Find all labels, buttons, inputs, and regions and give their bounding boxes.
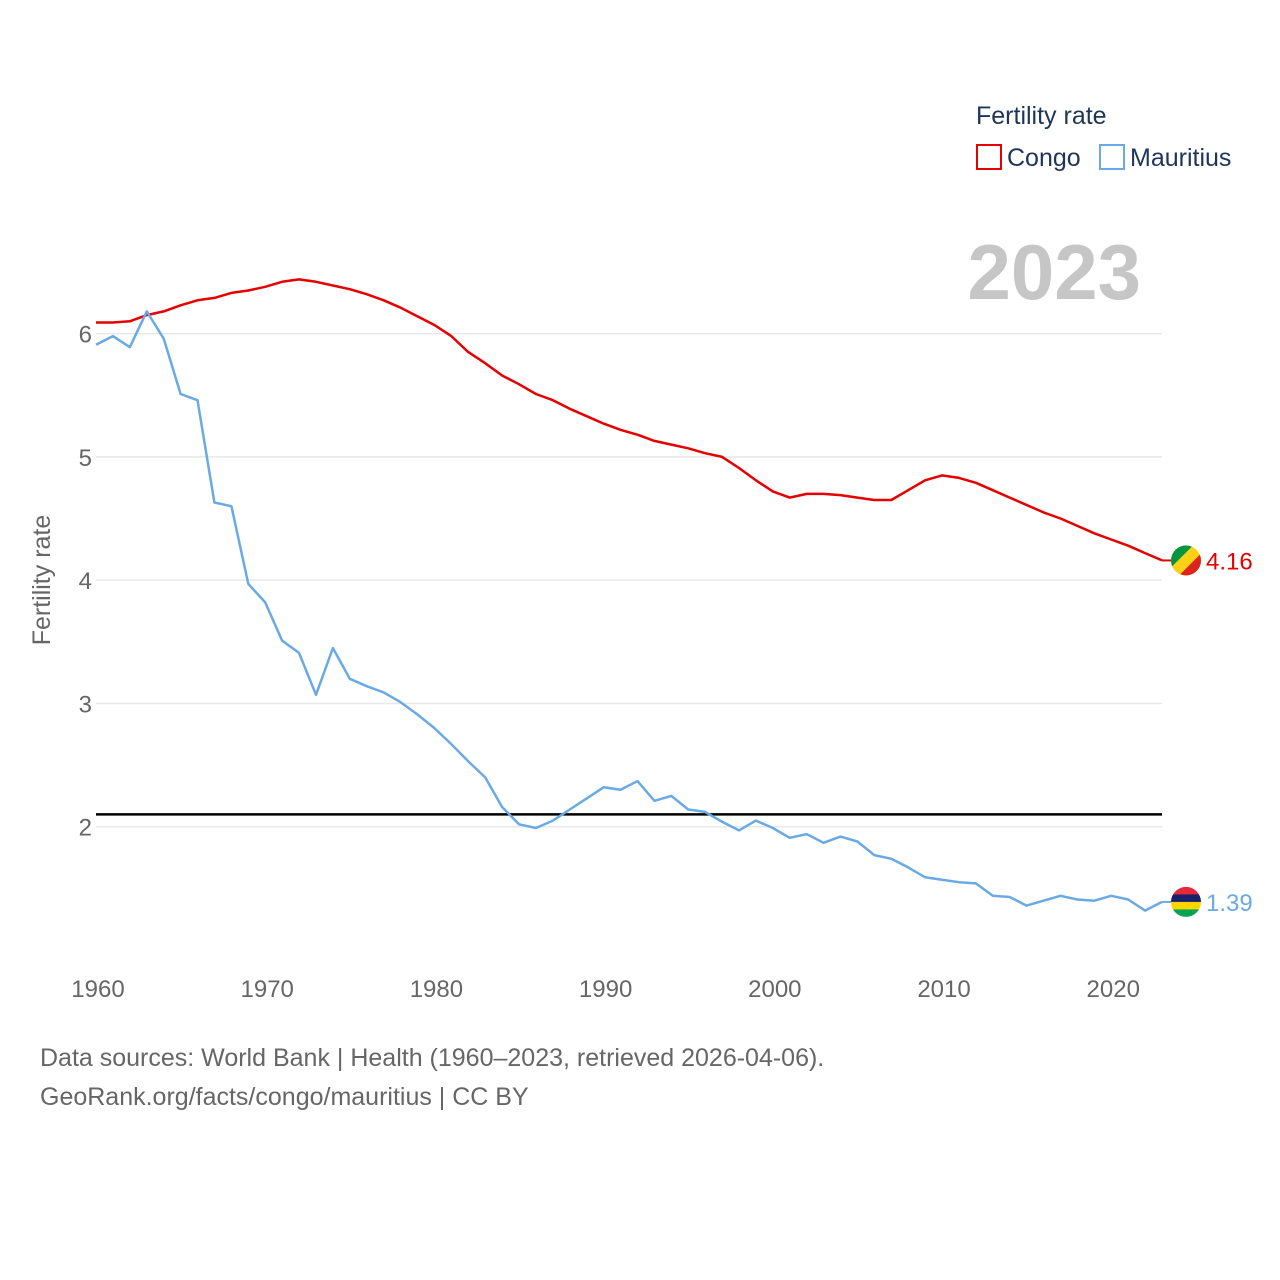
legend-label-mauritius: Mauritius <box>1130 144 1231 172</box>
x-tick-label: 1990 <box>579 976 632 1003</box>
x-tick-label: 1960 <box>71 976 124 1003</box>
y-tick-label: 5 <box>79 445 92 472</box>
x-tick-label: 2020 <box>1087 976 1140 1003</box>
grid-lines <box>96 332 1162 828</box>
y-axis-ticks: 2 3 4 5 6 <box>79 322 92 842</box>
legend: Fertility rate Congo Mauritius <box>976 102 1231 172</box>
y-tick-label: 3 <box>79 691 92 718</box>
series-line-congo <box>96 278 1163 562</box>
series-lines <box>95 278 1163 912</box>
y-tick-label: 2 <box>79 815 92 842</box>
y-axis-title: Fertility rate <box>28 515 56 646</box>
x-tick-label: 1980 <box>410 976 463 1003</box>
y-tick-label: 6 <box>79 322 92 349</box>
legend-swatch-mauritius <box>1099 144 1125 170</box>
legend-item-mauritius[interactable]: Mauritius <box>1099 144 1231 172</box>
end-value-mauritius: 1.39 <box>1206 890 1253 917</box>
footer-attribution[interactable]: GeoRank.org/facts/congo/mauritius | CC B… <box>40 1083 529 1111</box>
mauritius-flag-icon <box>1171 886 1201 917</box>
legend-item-congo[interactable]: Congo <box>976 144 1081 172</box>
congo-flag-icon <box>1171 545 1201 576</box>
x-tick-label: 1970 <box>241 976 294 1003</box>
x-tick-label: 2010 <box>917 976 970 1003</box>
y-tick-label: 4 <box>79 568 92 595</box>
year-label: 2023 <box>967 228 1141 316</box>
end-value-congo: 4.16 <box>1206 548 1253 575</box>
footer-sources: Data sources: World Bank | Health (1960–… <box>40 1044 825 1072</box>
legend-label-congo: Congo <box>1007 144 1081 172</box>
series-line-mauritius <box>95 310 1163 912</box>
x-tick-label: 2000 <box>748 976 801 1003</box>
end-markers: 4.16 1.39 <box>1162 545 1253 917</box>
legend-title: Fertility rate <box>976 102 1107 130</box>
legend-swatch-congo <box>976 144 1002 170</box>
x-axis-ticks: 1960 1970 1980 1990 2000 2010 2020 <box>71 976 1140 1003</box>
